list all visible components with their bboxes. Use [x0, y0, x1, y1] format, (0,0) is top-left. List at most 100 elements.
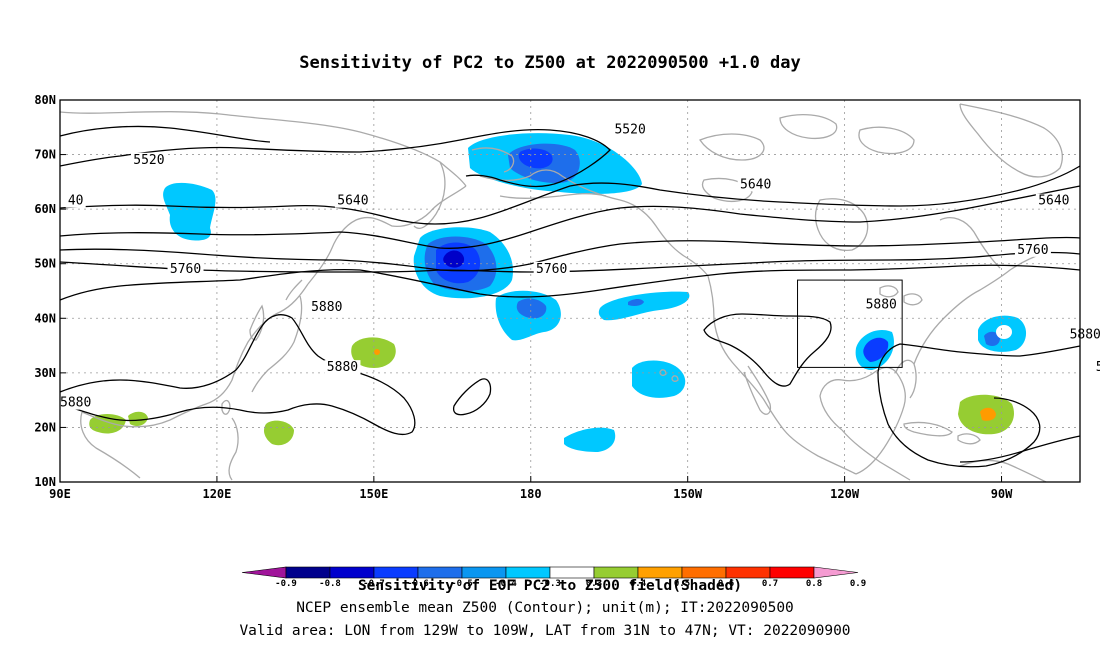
colorbar-label: 0.6 — [718, 579, 734, 589]
coastline-bering-strait — [471, 147, 515, 173]
coastline-west-coast — [707, 275, 857, 475]
contour-label: 5760 — [170, 262, 201, 277]
figure-title: Sensitivity of PC2 to Z500 at 2022090500… — [299, 53, 801, 73]
coastline-east-asia — [81, 283, 309, 428]
shading-patch-siberia — [163, 182, 216, 241]
lat-tick-label: 80N — [34, 93, 56, 107]
coastline-south-america — [959, 459, 1047, 483]
caption-line-2: NCEP ensemble mean Z500 (Contour); unit(… — [296, 600, 794, 616]
contour-label: 5880 — [311, 300, 342, 315]
colorbar-swatch — [461, 566, 507, 579]
contour-label: 40 — [68, 194, 84, 209]
contour-label-bg — [1093, 360, 1100, 375]
contour-5880-atlantic-lower — [959, 435, 1081, 463]
lon-tick-label: 120W — [830, 487, 860, 501]
graticule — [60, 100, 1080, 482]
sensitivity-shading — [89, 133, 1027, 452]
contour-5880-north-america — [703, 313, 832, 387]
colorbar-label: 0.3 — [586, 579, 602, 589]
contour-5820 — [59, 264, 1081, 301]
contour-5880-atlantic — [877, 343, 1081, 468]
colorbar-label: -0.4 — [495, 579, 517, 589]
colorbar-label: -0.8 — [319, 579, 341, 589]
lat-tick-label: 30N — [34, 366, 56, 380]
contour-label: 5640 — [337, 194, 368, 209]
coastline-hudson-bay — [814, 198, 869, 252]
coastline-kamchatka — [413, 161, 446, 229]
colorbar-swatch — [549, 566, 595, 579]
colorbar-label: 0.9 — [850, 579, 866, 589]
lat-tick-label: 60N — [34, 202, 56, 216]
contour-label-bg — [1035, 193, 1072, 208]
coastline-philippines — [228, 417, 239, 481]
coastline-florida — [895, 359, 917, 399]
colorbar-label: 0.5 — [674, 579, 690, 589]
shading-patch-alaska-core — [518, 148, 553, 169]
coastline-indochina — [80, 411, 141, 479]
lat-tick-label: 50N — [34, 257, 56, 271]
shading-patch-east-pacific-core — [628, 299, 644, 306]
colorbar-swatch — [329, 566, 375, 579]
lon-tick-label: 90W — [991, 487, 1013, 501]
valid-area-box — [797, 279, 903, 368]
colorbar-swatch — [681, 566, 727, 579]
colorbar-swatch — [637, 566, 683, 579]
colorbar-label: -0.7 — [363, 579, 385, 589]
contour-label: 5880 — [1070, 327, 1100, 342]
contour-label: 5520 — [133, 153, 164, 168]
contour-label: 5880 — [60, 396, 91, 411]
contour-label-bg — [308, 300, 345, 315]
map-frame — [59, 99, 1081, 483]
lat-tick-label: 70N — [34, 148, 56, 162]
colorbar-over-triangle — [813, 566, 859, 579]
colorbar-label: -0.9 — [275, 579, 297, 589]
contour-labels: 5520 5520 40 5640 5640 5640 5760 5760 5760 5880 58… — [57, 122, 1100, 411]
lat-tick-label: 20N — [34, 420, 56, 434]
contour-label-bg — [130, 152, 167, 167]
coastline-central-america — [841, 429, 911, 481]
colorbar-under-triangle — [241, 566, 287, 579]
contour-5520-south — [59, 128, 611, 188]
contour-label: 5880 — [327, 360, 358, 375]
shading-patch-atlantic-hole — [996, 325, 1012, 339]
contour-label: 5520 — [614, 123, 645, 138]
contour-label-bg — [737, 177, 774, 192]
coastline-cuba — [903, 421, 953, 437]
contour-label-bg — [533, 261, 570, 276]
coastline-baja — [743, 365, 772, 415]
shading-patch-north-pacific-core — [516, 298, 547, 319]
contour-5640 — [59, 165, 1081, 225]
coastline-hispaniola — [957, 433, 981, 445]
contour-label: 5760 — [1017, 243, 1048, 258]
contour-label-bg — [1067, 327, 1100, 342]
coastline-greenland — [959, 103, 1063, 178]
contour-5880-north-pacific — [452, 378, 492, 416]
colorbar: -0.9 -0.8 -0.7 -0.6 -0.5 -0.4 -0.3 0.3 0.4 0.5 0.6… — [241, 566, 866, 589]
shading-patch-green-philippine-sea — [264, 420, 294, 446]
contour-label-bg — [1014, 242, 1051, 257]
coastline-aleutians — [499, 193, 607, 199]
contour-label: 5880 — [1096, 360, 1100, 375]
lat-tick-label: 40N — [34, 311, 56, 325]
contour-5640-inner — [59, 185, 1081, 249]
shading-patch-orange-caribbean — [980, 407, 996, 421]
contour-label: 5640 — [740, 177, 771, 192]
contour-label-bg — [324, 360, 361, 375]
shading-patch-central-pacific — [632, 360, 686, 398]
z500-contours — [59, 125, 1081, 468]
colorbar-label: -0.3 — [539, 579, 561, 589]
coastline-labrador — [939, 217, 1001, 269]
shading-patch-east-pacific — [598, 291, 690, 321]
contour-label-bg — [612, 122, 649, 137]
lon-tick-label: 120E — [202, 487, 231, 501]
contour-5760-upper — [59, 236, 1081, 272]
colorbar-swatch — [373, 566, 419, 579]
coastline-alaska — [479, 169, 709, 277]
shading-patch-gulf-core — [863, 337, 889, 362]
contour-label-bg — [65, 193, 86, 208]
shading-patch-dateline-core — [443, 250, 465, 268]
lon-tick-label: 150E — [359, 487, 388, 501]
caption-line-1: Sensitivity of EOF PC2 to Z500 field(Sha… — [358, 578, 742, 594]
shading-patch-green-taiwan — [128, 411, 148, 426]
